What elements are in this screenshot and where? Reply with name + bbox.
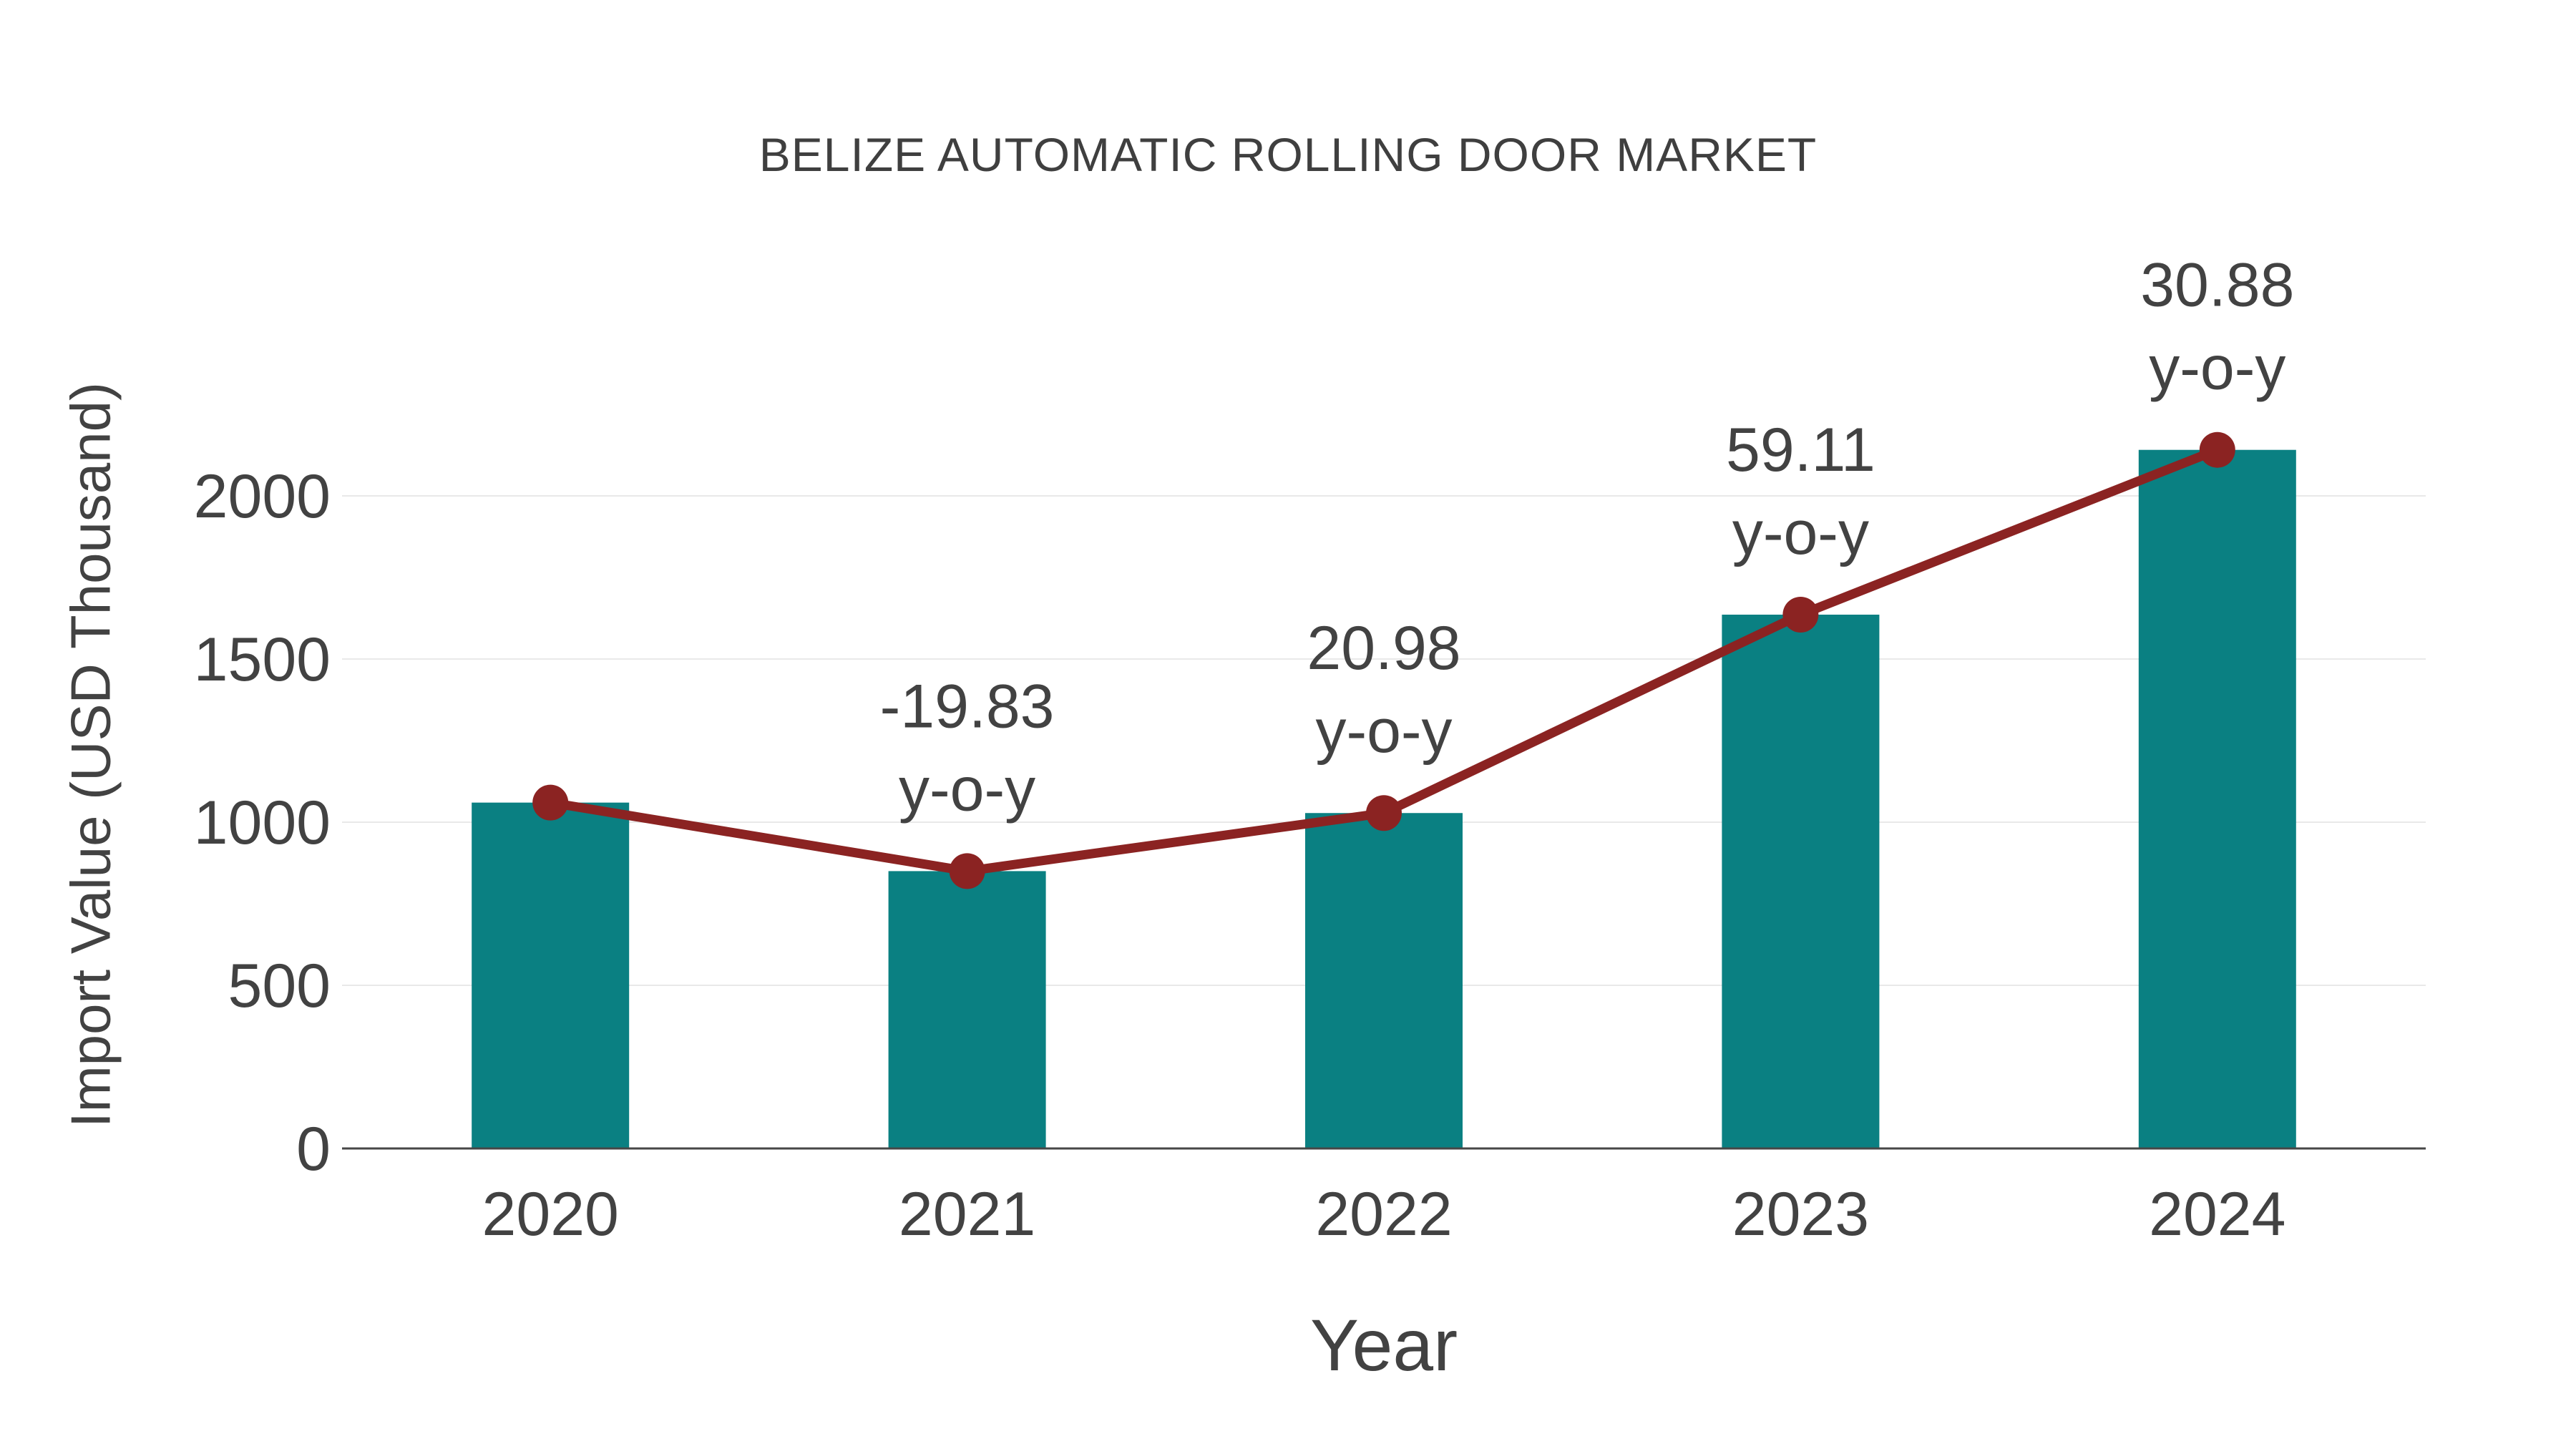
x-tick-label: 2022 — [1315, 1180, 1452, 1249]
bar — [2138, 449, 2296, 1148]
data-point — [1366, 795, 1402, 831]
y-axis-title: Import Value (USD Thousand) — [59, 382, 122, 1128]
data-label-value: 59.11 — [1726, 416, 1875, 484]
data-label-suffix: y-o-y — [899, 755, 1035, 824]
data-point — [1782, 596, 1819, 633]
data-label-suffix: y-o-y — [1732, 499, 1869, 567]
bar — [472, 802, 630, 1148]
data-point — [2199, 431, 2235, 468]
chart-title: BELIZE AUTOMATIC ROLLING DOOR MARKET — [758, 128, 1818, 181]
y-tick-label: 1000 — [194, 789, 331, 857]
x-tick-label: 2020 — [482, 1180, 619, 1249]
y-tick-label: 0 — [296, 1115, 331, 1184]
data-point — [532, 784, 569, 821]
x-tick-label: 2024 — [2149, 1180, 2285, 1249]
data-label-value: 20.98 — [1307, 614, 1460, 683]
data-label-suffix: y-o-y — [1315, 697, 1452, 766]
y-tick-label: 2000 — [194, 462, 331, 531]
bar — [1305, 813, 1463, 1148]
data-label-suffix: y-o-y — [2149, 334, 2285, 403]
data-label-value: 30.88 — [2140, 251, 2294, 320]
x-tick-label: 2021 — [899, 1180, 1035, 1249]
data-point — [949, 853, 985, 889]
y-tick-label: 500 — [228, 952, 331, 1020]
y-tick-label: 1500 — [194, 625, 331, 694]
bar — [1722, 614, 1880, 1148]
x-axis-title: Year — [1309, 1304, 1458, 1386]
x-tick-label: 2023 — [1732, 1180, 1869, 1249]
bar — [888, 871, 1046, 1148]
data-label-value: -19.83 — [880, 672, 1055, 741]
